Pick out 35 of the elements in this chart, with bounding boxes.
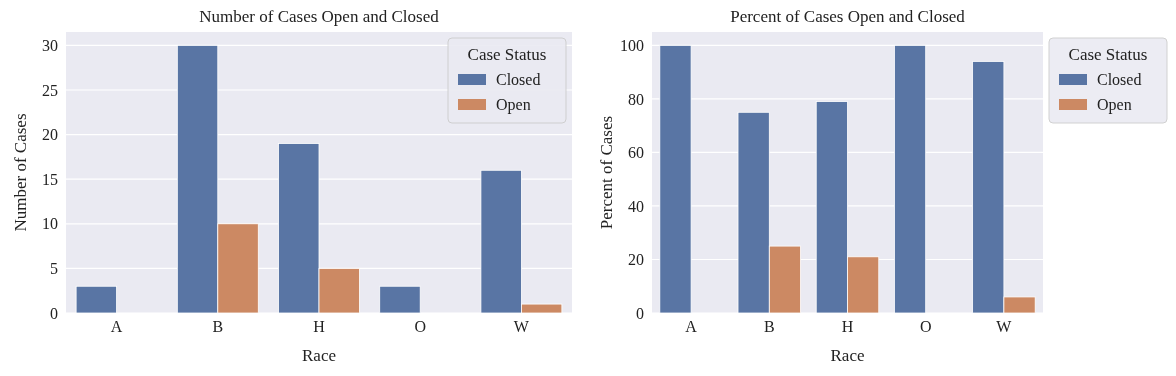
y-tick-label: 80 [628, 90, 644, 108]
x-tick-label: A [685, 318, 698, 336]
x-tick-label: B [763, 318, 775, 336]
y-tick-label: 100 [620, 37, 644, 54]
legend-label: Closed [1097, 71, 1142, 88]
x-axis-title: Race [302, 346, 336, 365]
x-tick-label: H [313, 318, 326, 336]
y-axis-title: Percent of Cases [597, 115, 616, 230]
x-tick-label: B [212, 318, 224, 336]
x-tick-label: W [996, 318, 1013, 336]
x-tick-label: H [841, 318, 854, 336]
legend-label: Closed [496, 71, 541, 88]
y-tick-label: 25 [42, 81, 58, 99]
x-tick-label: W [513, 318, 530, 336]
y-tick-label: 10 [42, 215, 58, 233]
y-tick-label: 15 [42, 170, 58, 188]
y-tick-label: 30 [42, 37, 58, 54]
y-tick-label: 20 [42, 126, 58, 144]
y-tick-label: 20 [628, 251, 644, 269]
x-tick-label: A [110, 318, 123, 336]
y-tick-label: 60 [628, 144, 644, 162]
legend-label: Open [496, 96, 531, 114]
chart-title: Number of Cases Open and Closed [199, 7, 440, 26]
y-tick-label: 0 [50, 304, 58, 322]
y-axis-title: Number of Cases [11, 113, 30, 232]
y-tick-label: 0 [636, 304, 644, 322]
chart-title: Percent of Cases Open and Closed [730, 7, 966, 26]
x-axis-title: Race [830, 346, 865, 365]
legend-title: Case Status [1068, 45, 1148, 64]
legend-title: Case Status [467, 45, 547, 64]
legend-label: Open [1097, 96, 1132, 114]
y-tick-label: 40 [628, 197, 644, 215]
x-tick-label: O [919, 318, 932, 336]
x-tick-label: O [414, 318, 426, 336]
y-tick-label: 5 [50, 260, 58, 278]
